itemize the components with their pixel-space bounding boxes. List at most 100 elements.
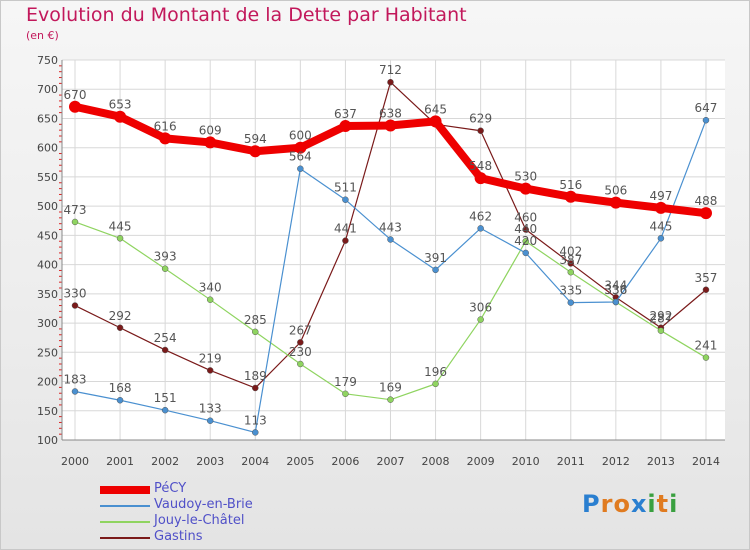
data-point [116,235,124,242]
data-label: 189 [244,369,267,383]
y-tick-label: 100 [37,434,58,447]
data-label: 151 [154,391,177,405]
data-point [429,115,442,128]
data-label: 387 [559,253,582,267]
data-point [609,196,622,209]
data-label: 133 [199,402,222,416]
data-point [71,388,79,395]
x-tick-label: 2004 [241,455,269,468]
data-point [522,226,529,233]
y-tick-label: 200 [37,376,58,389]
data-point [294,141,307,154]
data-label: 306 [469,301,492,315]
legend-item: Jouy-le-Châtel [100,513,400,530]
data-point [699,207,712,220]
x-tick-label: 2000 [61,455,89,468]
data-label: 629 [469,112,492,126]
data-label: 638 [379,106,402,120]
data-label: 530 [514,170,537,184]
data-point [432,380,439,388]
data-label: 564 [289,150,312,164]
legend-label: Gastins [154,529,203,544]
data-point [522,249,529,257]
data-point [204,136,217,149]
y-tick-label: 650 [37,112,58,125]
data-point [387,236,394,243]
data-label: 647 [695,101,718,115]
data-point [342,196,349,203]
data-point [206,296,214,303]
data-label: 335 [559,284,582,298]
data-point [477,127,484,134]
x-tick-label: 2009 [467,455,495,468]
data-label: 441 [334,222,357,236]
y-tick-label: 300 [37,317,58,330]
x-tick-label: 2012 [602,455,630,468]
legend-item: Vaudoy-en-Brie [100,497,400,514]
data-label: 183 [64,372,87,386]
y-tick-label: 350 [37,288,58,301]
legend-swatch [100,537,150,539]
data-point [161,346,169,354]
x-tick-label: 2003 [196,455,224,468]
data-label: 391 [424,251,447,265]
data-point [252,429,259,436]
x-tick-label: 2007 [376,455,404,468]
data-label: 497 [649,189,672,203]
data-point [657,235,665,242]
data-label: 488 [695,194,718,208]
data-point [161,406,169,414]
x-tick-label: 2005 [286,455,314,468]
data-label: 516 [559,178,582,192]
data-label: 344 [604,278,627,292]
data-point [564,190,577,203]
x-tick-label: 2011 [557,455,585,468]
data-label: 548 [469,159,492,173]
data-point [387,396,394,403]
legend-swatch [100,486,150,494]
data-point [474,172,487,185]
data-label: 712 [379,63,402,77]
data-label: 267 [289,323,312,337]
data-point [342,237,349,244]
data-point [519,182,532,195]
logo-letter: o [613,490,631,518]
y-tick-label: 600 [37,142,58,155]
y-tick-label: 750 [37,54,58,67]
data-label: 645 [424,102,447,116]
data-point [252,328,259,336]
legend-label: PéCY [154,481,187,496]
data-label: 330 [64,287,87,301]
data-label: 637 [334,107,357,121]
data-point [657,327,665,334]
data-point [297,339,304,346]
data-label: 443 [379,220,402,234]
data-label: 357 [695,271,718,285]
data-label: 196 [424,365,447,379]
x-tick-label: 2006 [331,455,359,468]
logo-letter: i [669,490,679,518]
data-label: 254 [154,331,177,345]
data-point [342,390,349,398]
data-label: 445 [649,219,672,233]
data-label: 616 [154,119,177,133]
data-label: 292 [109,309,132,323]
data-label: 179 [334,375,357,389]
legend-swatch [100,521,150,523]
data-point [116,396,124,404]
data-label: 462 [469,209,492,223]
proxiti-logo: Proxiti [582,490,678,518]
logo-letter: t [656,490,670,518]
data-label: 506 [604,184,627,198]
data-point [702,354,710,361]
y-tick-label: 400 [37,259,58,272]
data-point [612,298,620,306]
data-label: 169 [379,381,402,395]
chart-legend: PéCY Vaudoy-en-Brie Jouy-le-Châtel Gastins [100,481,400,546]
logo-letter: x [630,490,648,518]
data-label: 285 [244,313,267,327]
data-point [339,120,352,133]
y-tick-label: 550 [37,171,58,184]
data-label: 287 [649,312,672,326]
